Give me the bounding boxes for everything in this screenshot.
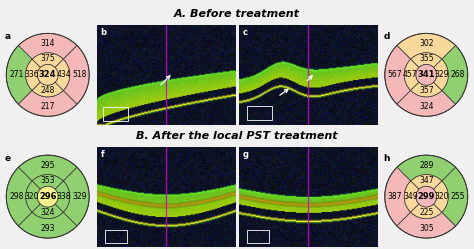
Text: 353: 353 [40,176,55,185]
Text: h: h [383,154,390,163]
Text: A. Before treatment: A. Before treatment [174,9,300,19]
Wedge shape [32,175,64,189]
Text: 341: 341 [418,70,435,79]
Text: 289: 289 [419,161,433,170]
Wedge shape [410,53,442,67]
Text: 357: 357 [419,86,434,95]
Text: 375: 375 [40,55,55,63]
Text: c: c [243,28,248,37]
Wedge shape [18,33,77,59]
Wedge shape [410,204,442,219]
Text: 518: 518 [72,70,86,79]
Wedge shape [6,46,32,104]
Wedge shape [397,212,456,238]
Text: 293: 293 [40,224,55,233]
Wedge shape [410,175,442,189]
Text: 314: 314 [40,39,55,48]
Text: 271: 271 [9,70,24,79]
Text: 320: 320 [435,192,449,201]
Text: 298: 298 [9,192,24,201]
Text: 338: 338 [56,192,71,201]
Text: 225: 225 [419,208,433,217]
Wedge shape [64,167,89,226]
Text: 302: 302 [419,39,434,48]
Text: 336: 336 [25,70,39,79]
Wedge shape [18,155,77,181]
Wedge shape [404,59,419,90]
Circle shape [37,186,58,207]
Text: B. After the local PST treatment: B. After the local PST treatment [136,131,338,141]
Circle shape [416,186,437,207]
Wedge shape [55,59,70,90]
Text: 296: 296 [39,192,56,201]
Text: 457: 457 [403,70,418,79]
Text: a: a [5,32,11,41]
Wedge shape [32,204,64,219]
Wedge shape [434,59,448,90]
Text: e: e [5,154,11,163]
Wedge shape [32,82,64,97]
Text: 324: 324 [40,208,55,217]
Text: 355: 355 [419,55,434,63]
Wedge shape [442,46,468,104]
Wedge shape [404,181,419,212]
Circle shape [416,64,437,85]
Wedge shape [385,167,410,226]
Text: 255: 255 [450,192,465,201]
Text: f: f [100,150,104,159]
Bar [103,107,128,121]
Text: 349: 349 [403,192,418,201]
Text: 567: 567 [388,70,402,79]
Text: 347: 347 [419,176,434,185]
Text: 217: 217 [41,102,55,111]
Wedge shape [397,155,456,181]
Text: 295: 295 [40,161,55,170]
Bar [247,230,269,243]
Text: 434: 434 [56,70,71,79]
Wedge shape [26,59,40,90]
Wedge shape [64,46,89,104]
Text: 324: 324 [419,102,434,111]
Wedge shape [434,181,448,212]
Wedge shape [55,181,70,212]
Text: 329: 329 [72,192,86,201]
Text: g: g [243,150,249,159]
Text: 268: 268 [450,70,465,79]
Bar [105,230,127,243]
Text: 248: 248 [41,86,55,95]
Bar [247,106,272,120]
Text: 329: 329 [435,70,449,79]
Wedge shape [26,181,40,212]
Text: 320: 320 [25,192,39,201]
Wedge shape [32,53,64,67]
Text: 305: 305 [419,224,434,233]
Wedge shape [397,33,456,59]
Wedge shape [385,46,410,104]
Text: 387: 387 [388,192,402,201]
Wedge shape [18,90,77,116]
Text: 324: 324 [39,70,56,79]
Wedge shape [397,90,456,116]
Text: d: d [383,32,390,41]
Text: b: b [100,28,107,37]
Wedge shape [442,167,468,226]
Wedge shape [410,82,442,97]
Text: 299: 299 [418,192,435,201]
Circle shape [37,64,58,85]
Wedge shape [6,167,32,226]
Wedge shape [18,212,77,238]
